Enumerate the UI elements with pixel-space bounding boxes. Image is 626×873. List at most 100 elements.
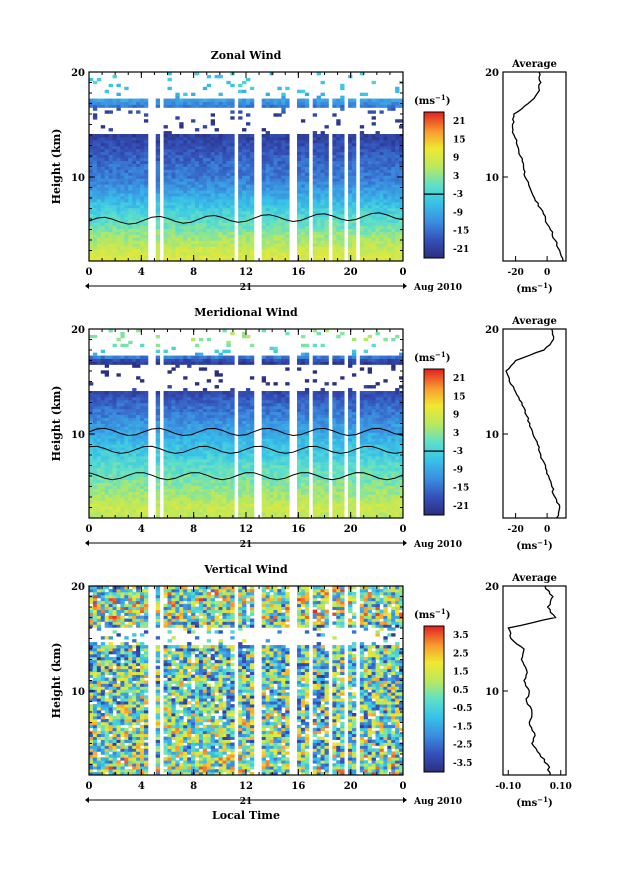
heatmap-cell (269, 467, 274, 472)
heatmap-cell (387, 494, 392, 498)
heatmap-cell (285, 175, 290, 179)
heatmap-cell (304, 166, 310, 170)
heatmap-cell (269, 104, 274, 108)
heatmap-cell (108, 485, 113, 489)
heatmap-cell (187, 204, 192, 209)
heatmap-cell (242, 234, 247, 238)
heatmap-cell (261, 509, 267, 513)
heatmap-cell (116, 491, 121, 495)
heatmap-cell (336, 104, 341, 108)
heatmap-cell (226, 234, 231, 238)
heatmap-cell (206, 249, 212, 253)
heatmap-cell (297, 154, 302, 159)
heatmap-cell (312, 134, 318, 138)
heatmap-cell (132, 476, 137, 481)
heatmap-cell (261, 455, 267, 460)
heatmap-cell (163, 169, 168, 173)
heatmap-cell (140, 491, 145, 495)
heatmap-cell (187, 142, 192, 147)
heatmap-cell (120, 145, 125, 150)
heatmap-cell (375, 136, 380, 141)
heatmap-cell (132, 243, 137, 247)
heatmap-cell (218, 515, 223, 519)
heatmap-cell (379, 142, 384, 147)
heatmap-cell (371, 491, 376, 495)
heatmap-cell (198, 187, 204, 191)
heatmap-cell (348, 249, 353, 253)
heatmap-cell (140, 184, 145, 188)
heatmap-cell (183, 181, 188, 185)
profile-x-tick-label: -20 (507, 268, 523, 278)
heatmap-cell (191, 181, 196, 185)
heatmap-cell (206, 136, 212, 141)
heatmap-cell (297, 512, 302, 516)
heatmap-cell (375, 243, 380, 247)
heatmap-cell (108, 482, 113, 486)
heatmap-cell (316, 506, 321, 510)
heatmap-cell (316, 178, 321, 182)
heatmap-cell (128, 98, 133, 102)
heatmap-cell (300, 207, 306, 212)
heatmap-cell (332, 196, 337, 200)
heatmap-cell (171, 196, 176, 200)
heatmap-cell (359, 136, 365, 141)
heatmap-cell (363, 157, 369, 161)
heatmap-cell (261, 169, 267, 173)
heatmap-cell (214, 196, 219, 200)
heatmap-cell (218, 163, 223, 167)
heatmap-cell (316, 201, 321, 206)
heatmap-cell (238, 110, 243, 114)
heatmap-cell (163, 181, 168, 185)
heatmap-cell (116, 509, 121, 513)
heatmap-cell (167, 169, 172, 173)
heatmap-cell (194, 148, 200, 153)
heatmap-cell (304, 473, 310, 478)
heatmap-cell (108, 190, 113, 194)
heatmap-cell (371, 464, 376, 469)
heatmap-cell (348, 213, 353, 218)
heatmap-cell (214, 450, 219, 454)
heatmap-cell (269, 98, 274, 102)
heatmap-cell (128, 104, 133, 108)
heatmap-cell (332, 464, 337, 469)
heatmap-cell (175, 476, 180, 481)
heatmap-cell (379, 467, 384, 472)
heatmap-cell (336, 497, 341, 501)
heatmap-cell (163, 252, 168, 256)
heatmap-cell (269, 494, 274, 498)
heatmap-cell (179, 228, 184, 232)
heatmap-cell (194, 246, 200, 250)
heatmap-cell (100, 181, 106, 185)
heatmap-cell (183, 207, 188, 212)
heatmap-cell (100, 172, 106, 176)
heatmap-cell (92, 246, 98, 250)
heatmap-cell (395, 470, 400, 475)
heatmap-cell (363, 190, 369, 194)
heatmap-cell (92, 101, 98, 105)
heatmap-cell (304, 249, 310, 253)
heatmap-cell (336, 249, 341, 253)
heatmap-cell (132, 184, 137, 188)
heatmap-cell (96, 222, 102, 226)
heatmap-cell (202, 178, 208, 182)
heatmap-cell (140, 237, 145, 241)
heatmap-cell (100, 184, 106, 188)
heatmap-cell (348, 190, 353, 194)
heatmap-cell (112, 74, 117, 79)
heatmap-cell (371, 145, 376, 150)
heatmap-cell (246, 201, 251, 206)
heatmap-cell (92, 104, 98, 108)
heatmap-cell (167, 216, 172, 221)
heatmap-cell (163, 219, 168, 224)
heatmap-cell (387, 488, 392, 492)
heatmap-cell (324, 101, 329, 105)
heatmap-cell (300, 160, 306, 164)
heatmap-cell (316, 139, 321, 144)
heatmap-cell (273, 494, 278, 498)
heatmap-cell (167, 225, 172, 229)
heatmap-cell (363, 187, 369, 191)
heatmap-cell (238, 482, 243, 486)
heatmap-cell (300, 249, 306, 253)
heatmap-cell (163, 243, 168, 247)
heatmap-cell (304, 193, 310, 197)
